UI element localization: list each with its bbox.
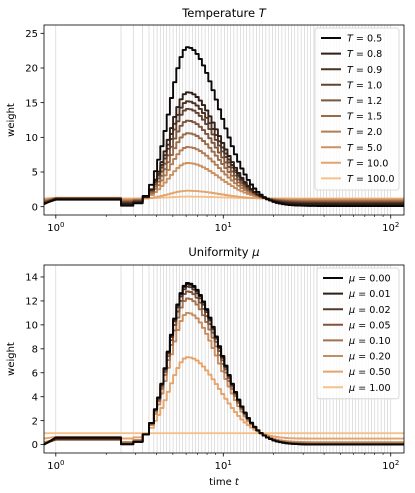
legend-box [316, 267, 400, 400]
chart-title: Temperature T [181, 6, 267, 20]
legend-entry: μ = 0.50 [348, 367, 391, 378]
y-axis: 0 2 4 6 8 10 12 14 [25, 273, 44, 451]
legend-entry: μ = 0.02 [348, 305, 391, 316]
y-tick-label: 10 [25, 133, 38, 144]
legend-entry: μ = 0.01 [348, 289, 391, 300]
y-tick-label: 6 [32, 368, 38, 379]
y-axis: 0 5 10 15 20 25 [25, 29, 44, 213]
legend-entry: T = 0.5 [347, 34, 382, 45]
y-axis-label: weight [6, 103, 17, 137]
legend-entry: μ = 0.00 [348, 274, 391, 285]
legend-entry: T = 0.9 [347, 65, 382, 76]
legend-entry: T = 10.0 [347, 158, 388, 169]
y-tick-label: 25 [25, 29, 38, 40]
series-line-0.5 [43, 46, 404, 207]
chart-title: Uniformity μ [188, 245, 259, 259]
x-axis-label: time t [209, 477, 240, 488]
y-tick-label: 4 [32, 392, 38, 403]
x-tick-label: 100 [47, 459, 64, 472]
chart-uniformity: 0 2 4 6 8 10 12 14 100 101 102 Uniformity μ weight ti… [6, 245, 405, 488]
y-tick-label: 0 [32, 440, 38, 451]
x-tick-label: 101 [215, 459, 232, 472]
legend-entry: T = 2.0 [347, 127, 382, 138]
y-tick-label: 15 [25, 98, 38, 109]
legend-entry: μ = 0.20 [348, 352, 391, 363]
legend-entry: T = 1.0 [347, 80, 382, 91]
y-tick-label: 10 [25, 320, 38, 331]
y-tick-label: 12 [25, 297, 38, 308]
series-line-10.0 [43, 189, 404, 201]
legend: T = 0.5 T = 0.8 T = 0.9 T = 1.0 T = 1.2 T = 1… [314, 27, 400, 191]
x-tick-label: 101 [215, 221, 232, 234]
y-tick-label: 2 [32, 416, 38, 427]
x-tick-label: 100 [47, 221, 64, 234]
x-tick-label: 102 [382, 459, 399, 472]
series-lines [43, 282, 404, 446]
legend-entry: T = 1.5 [347, 112, 382, 123]
y-axis-label: weight [6, 342, 17, 376]
series-lines [43, 46, 404, 207]
legend-entry: μ = 0.05 [348, 320, 391, 331]
legend-entry: T = 100.0 [347, 174, 394, 185]
plot-frame [43, 264, 405, 454]
plot-frame [43, 24, 405, 216]
y-tick-label: 5 [32, 168, 38, 179]
series-line-0.8 [43, 91, 404, 206]
series-line-0.50 [43, 356, 404, 440]
legend-entry: μ = 0.10 [348, 336, 391, 347]
legend-entry: T = 1.2 [347, 96, 382, 107]
x-axis: 100 101 102 [47, 215, 399, 234]
y-tick-label: 14 [25, 273, 38, 284]
chart-temperature: 0 5 10 15 20 25 100 101 102 Temperature T weight T … [6, 6, 405, 234]
legend-entry: T = 0.8 [347, 49, 382, 60]
legend-entry: μ = 1.00 [348, 383, 391, 394]
y-tick-label: 8 [32, 344, 38, 355]
x-axis: 100 101 102 [47, 453, 399, 472]
y-tick-label: 20 [25, 64, 38, 75]
series-line-0.20 [43, 311, 404, 444]
legend: μ = 0.00 μ = 0.01 μ = 0.02 μ = 0.05 μ = 0.10… [316, 267, 400, 400]
y-tick-label: 0 [32, 202, 38, 213]
legend-entry: T = 5.0 [347, 143, 382, 154]
x-tick-label: 102 [382, 221, 399, 234]
series-line-0.00 [43, 282, 404, 446]
